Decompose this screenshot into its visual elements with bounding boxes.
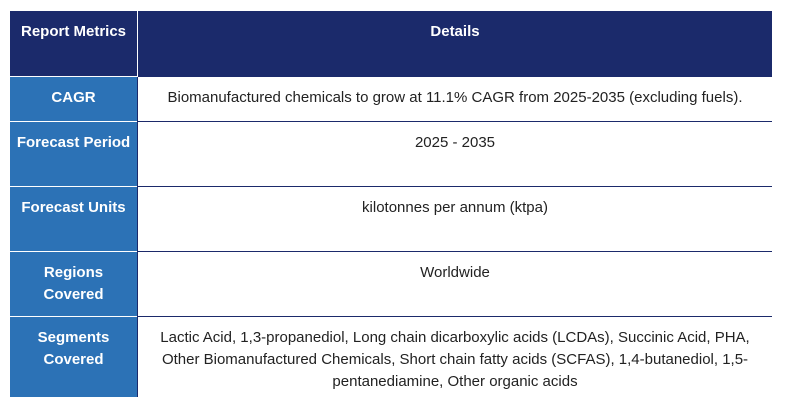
metric-label-forecast-units: Forecast Units [10, 186, 138, 252]
metric-value-cagr: Biomanufactured chemicals to grow at 11.… [137, 76, 772, 122]
header-report-metrics: Report Metrics [10, 11, 138, 77]
metric-value-forecast-period: 2025 - 2035 [137, 121, 772, 187]
metric-value-forecast-units: kilotonnes per annum (ktpa) [137, 186, 772, 252]
metric-label-segments-covered: Segments Covered [10, 316, 138, 397]
table-row-forecast-units: Forecast Units kilotonnes per annum (ktp… [10, 186, 772, 252]
report-metrics-table: Report Metrics Details CAGR Biomanufactu… [10, 11, 772, 397]
table-row-segments-covered: Segments Covered Lactic Acid, 1,3-propan… [10, 316, 772, 397]
metric-label-cagr: CAGR [10, 76, 138, 122]
table-header-row: Report Metrics Details [10, 11, 772, 77]
table-row-forecast-period: Forecast Period 2025 - 2035 [10, 121, 772, 187]
metric-label-forecast-period: Forecast Period [10, 121, 138, 187]
table-row-cagr: CAGR Biomanufactured chemicals to grow a… [10, 76, 772, 122]
header-details: Details [137, 11, 772, 77]
metric-value-segments-covered: Lactic Acid, 1,3-propanediol, Long chain… [137, 316, 772, 397]
table-row-regions-covered: Regions Covered Worldwide [10, 251, 772, 317]
metric-value-regions-covered: Worldwide [137, 251, 772, 317]
metric-label-regions-covered: Regions Covered [10, 251, 138, 317]
